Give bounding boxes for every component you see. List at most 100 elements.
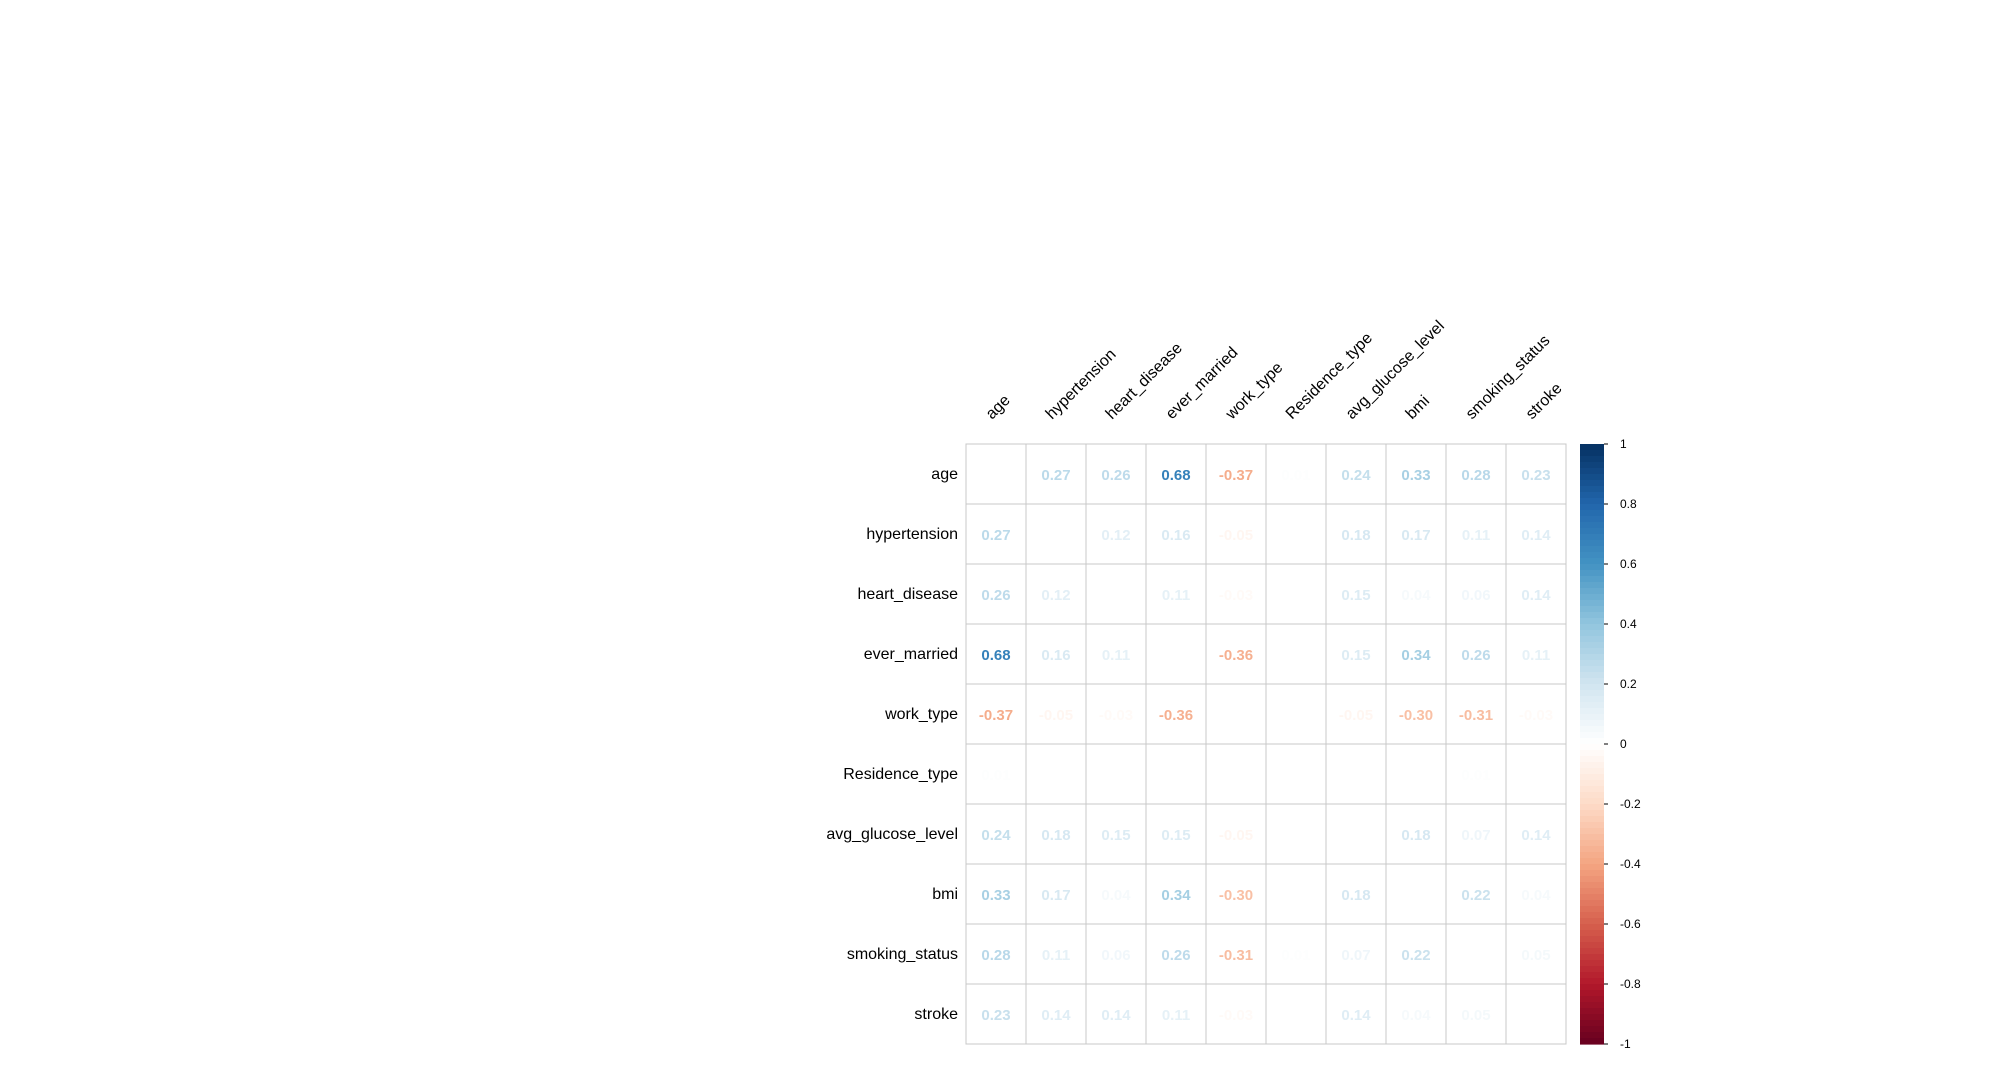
colorbar-segment (1580, 870, 1604, 877)
colorbar-segment (1580, 918, 1604, 925)
cell-value: 0.12 (1041, 587, 1070, 604)
colorbar-tick-label: 1 (1620, 437, 1627, 451)
colorbar-segment (1580, 690, 1604, 697)
colorbar-segment (1580, 720, 1604, 727)
colorbar-segment (1580, 1026, 1604, 1033)
row-label: avg_glucose_level (826, 826, 958, 843)
cell-value: -0.37 (1219, 467, 1253, 484)
colorbar-segment (1580, 876, 1604, 883)
cell-value: 0.11 (1522, 647, 1550, 664)
heatmap-values: 0.27 0.26 0.68 -0.37 0.01 0.24 0.33 0.28 0.23 0.2… (979, 467, 1553, 1024)
colorbar-segment (1580, 672, 1604, 679)
cell-value: 0.04 (1101, 887, 1131, 904)
colorbar-segment (1580, 744, 1604, 751)
heatmap-cell (1325, 803, 1387, 865)
heatmap-cell (1265, 863, 1327, 925)
heatmap-cell (1445, 743, 1507, 805)
cell-value: 0.00 (1281, 647, 1310, 664)
heatmap-cell (1385, 803, 1447, 865)
colorbar-segment (1580, 474, 1604, 481)
cell-value: 0.23 (981, 1007, 1010, 1024)
colorbar-segment (1580, 522, 1604, 529)
colorbar-segment (1580, 978, 1604, 985)
colorbar-segment (1580, 504, 1604, 511)
colorbar-segment (1580, 948, 1604, 955)
heatmap-cell (1385, 563, 1447, 625)
colorbar-segment (1580, 666, 1604, 673)
colorbar-segment (1580, 630, 1604, 637)
colorbar-segment (1580, 600, 1604, 607)
cell-value: 0.34 (1401, 647, 1431, 664)
heatmap-cell (1505, 983, 1567, 1045)
heatmap-cell (1025, 503, 1087, 565)
cell-value: 0.23 (1521, 467, 1550, 484)
cell-value: 0.05 (1461, 1007, 1490, 1024)
column-labels: age hypertensionheart_diseaseever_married… (983, 318, 1566, 424)
cell-value: 0.00 (1341, 767, 1370, 784)
colorbar-segment (1580, 444, 1604, 451)
colorbar-segment (1580, 642, 1604, 649)
colorbar-tick-label: 0.4 (1620, 617, 1637, 631)
heatmap-cell (1205, 923, 1267, 985)
cell-value: 0.00 (1281, 887, 1310, 904)
colorbar-segment (1580, 786, 1604, 793)
heatmap-cell (965, 443, 1027, 505)
cell-value: 0.00 (1401, 767, 1430, 784)
colorbar-segment (1580, 912, 1604, 919)
cell-value: 0.28 (981, 947, 1010, 964)
cell-value: 0.04 (1401, 1007, 1431, 1024)
colorbar-segment (1580, 606, 1604, 613)
cell-value: 0.68 (1161, 467, 1190, 484)
colorbar-segment (1580, 510, 1604, 517)
heatmap-cell (1145, 623, 1207, 685)
heatmap-cell (965, 923, 1027, 985)
heatmap-cell (1085, 563, 1147, 625)
cell-value: 0.33 (981, 887, 1010, 904)
cell-value: 0.04 (1401, 587, 1431, 604)
colorbar-segment (1580, 792, 1604, 799)
heatmap-cell (1265, 683, 1327, 745)
column-label: age (983, 392, 1014, 423)
heatmap-cell (1265, 803, 1327, 865)
colorbar-segment (1580, 810, 1604, 817)
cell-value: 0.34 (1161, 887, 1191, 904)
colorbar-segment (1580, 906, 1604, 913)
cell-value: 0.26 (1101, 467, 1130, 484)
cell-value: 0.01 (1461, 767, 1490, 784)
colorbar-segment (1580, 894, 1604, 901)
heatmap-cell (1025, 863, 1087, 925)
cell-value: -0.05 (1219, 827, 1253, 844)
colorbar-segment (1580, 840, 1604, 847)
colorbar-segment (1580, 750, 1604, 757)
colorbar-segment (1580, 924, 1604, 931)
cell-value: 0.14 (1521, 527, 1551, 544)
colorbar-segment (1580, 732, 1604, 739)
heatmap-cell (1505, 443, 1567, 505)
heatmap-cell (1265, 983, 1327, 1045)
colorbar-segment (1580, 456, 1604, 463)
colorbar-segment (1580, 930, 1604, 937)
colorbar-segment (1580, 966, 1604, 973)
cell-value: 0.68 (981, 647, 1010, 664)
colorbar-segment (1580, 528, 1604, 535)
cell-value: 0.27 (1041, 467, 1070, 484)
cell-value: 0.07 (1341, 947, 1370, 964)
cell-value: -0.31 (1459, 707, 1493, 724)
colorbar-segment (1580, 816, 1604, 823)
cell-value: 0.01 (1281, 947, 1310, 964)
colorbar-segment (1580, 684, 1604, 691)
heatmap-cell (1265, 623, 1327, 685)
colorbar-segment (1580, 480, 1604, 487)
cell-value: 0.16 (1041, 647, 1070, 664)
cell-value: 0.24 (981, 827, 1011, 844)
colorbar-segment (1580, 822, 1604, 829)
colorbar-segment (1580, 798, 1604, 805)
cell-value: 0.14 (1521, 587, 1551, 604)
heatmap-cell (1025, 563, 1087, 625)
colorbar-segment (1580, 696, 1604, 703)
cell-value: 0.15 (1341, 647, 1370, 664)
colorbar-segment (1580, 936, 1604, 943)
cell-value: 0.15 (1341, 587, 1370, 604)
colorbar-tick-label: -0.6 (1620, 917, 1641, 931)
